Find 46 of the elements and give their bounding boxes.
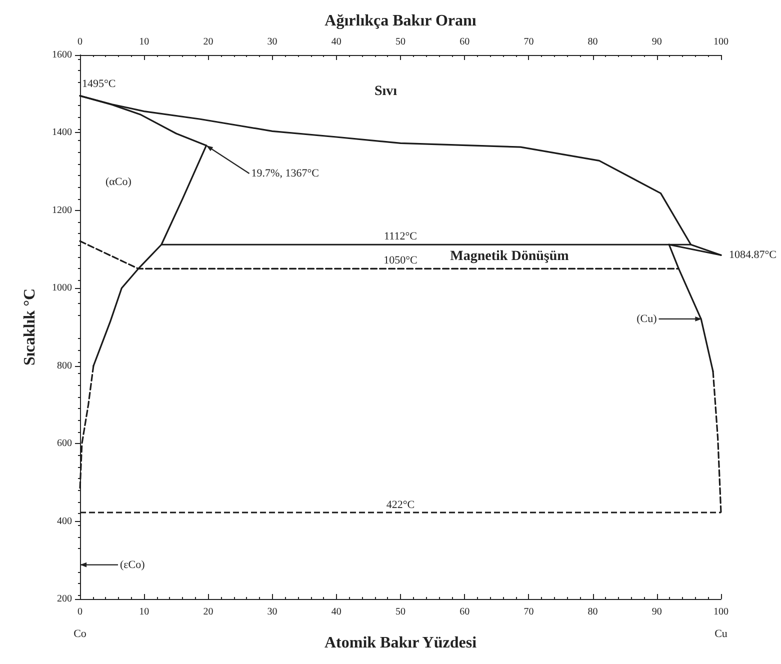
x2-tick-label: 70	[524, 36, 534, 48]
x-tick-label: 60	[460, 606, 470, 618]
x-tick-label: 30	[267, 606, 278, 618]
annotation: 19.7%, 1367°C	[251, 168, 319, 180]
annotation: 1050°C	[384, 254, 418, 267]
x-tick-label: 40	[331, 606, 342, 618]
x-tick-label: 50	[396, 606, 406, 618]
x-tick-label: 90	[652, 606, 662, 618]
annotation: (Cu)	[636, 312, 658, 325]
y-axis-title: Sıcaklık °C	[22, 288, 38, 366]
x2-tick-label: 0	[78, 36, 82, 48]
y-tick-label: 200	[57, 594, 72, 604]
x2-tick-label: 30	[267, 36, 278, 48]
annotation: 1495°C	[82, 78, 116, 90]
x2-axis-title: Ağırlıkça Bakır Oranı	[324, 12, 477, 30]
ref-line-label: 422°C	[386, 499, 415, 512]
y-tick-label: 1000	[52, 282, 72, 294]
y-tick-label: 400	[57, 516, 72, 527]
x2-tick-label: 60	[460, 36, 470, 48]
x2-tick-label: 90	[652, 36, 662, 48]
x-tick-label: 0	[78, 606, 82, 618]
x-tick-label: 20	[203, 606, 214, 618]
x2-tick-label: 100	[714, 36, 728, 48]
x-axis-title: Atomik Bakır Yüzdesi	[324, 634, 478, 652]
y-tick-label: 1400	[52, 127, 72, 138]
annotation: (εCo)	[120, 558, 146, 571]
text: Cu	[714, 628, 728, 640]
x2-tick-label: 20	[203, 36, 214, 48]
annotation: 1084.87°C	[729, 249, 776, 262]
y-tick-label: 1600	[52, 50, 72, 60]
annotation: (αCo)	[105, 176, 132, 188]
annotation: Magnetik Dönüşüm	[450, 249, 570, 264]
x-tick-label: 70	[524, 606, 534, 618]
x-tick-label: 80	[588, 606, 598, 618]
annotation: Sıvı	[374, 84, 398, 99]
text: Co	[74, 628, 87, 640]
x2-tick-label: 40	[331, 36, 342, 48]
annotation: 1112°C	[384, 230, 417, 243]
x-tick-label: 100	[714, 606, 728, 618]
y-tick-label: 800	[57, 360, 72, 372]
x2-tick-label: 10	[139, 36, 150, 48]
y-tick-label: 600	[57, 438, 72, 450]
x-tick-label: 10	[139, 606, 150, 618]
y-tick-label: 1200	[52, 204, 72, 216]
x2-tick-label: 80	[588, 36, 598, 48]
x2-tick-label: 50	[396, 36, 406, 48]
